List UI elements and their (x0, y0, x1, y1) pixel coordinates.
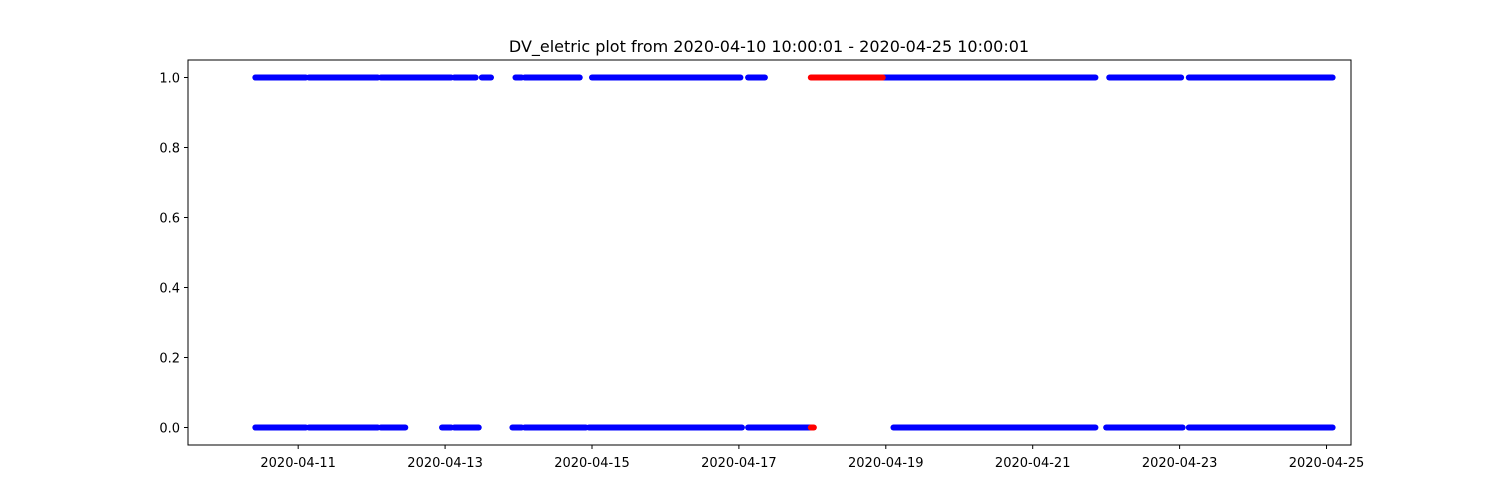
plot-frame (187, 59, 1352, 446)
y-axis: 0.0 0.2 0.4 0.6 0.8 1.0 (159, 72, 188, 437)
x-tick-label: 2020-04-25 (1289, 456, 1365, 471)
x-axis: 2020-04-11 2020-04-13 2020-04-15 2020-04-17… (260, 445, 1364, 471)
chart-title: DV_eletric plot from 2020-04-10 10:00:01… (509, 37, 1029, 57)
y-tick-label: 0.2 (159, 352, 180, 367)
x-tick-label: 2020-04-15 (554, 456, 630, 471)
x-tick-label: 2020-04-13 (407, 456, 483, 471)
x-tick-label: 2020-04-19 (848, 456, 924, 471)
y-tick-label: 0.4 (159, 282, 180, 297)
x-tick-label: 2020-04-17 (701, 456, 777, 471)
x-tick-label: 2020-04-21 (995, 456, 1071, 471)
x-tick-label: 2020-04-23 (1142, 456, 1218, 471)
y-tick-label: 0.8 (159, 142, 180, 157)
data-marks (252, 74, 1336, 431)
y-tick-label: 0.0 (159, 422, 180, 437)
y-tick-label: 0.6 (159, 212, 180, 227)
y-tick-label: 1.0 (159, 72, 180, 87)
x-tick-label: 2020-04-11 (260, 456, 336, 471)
